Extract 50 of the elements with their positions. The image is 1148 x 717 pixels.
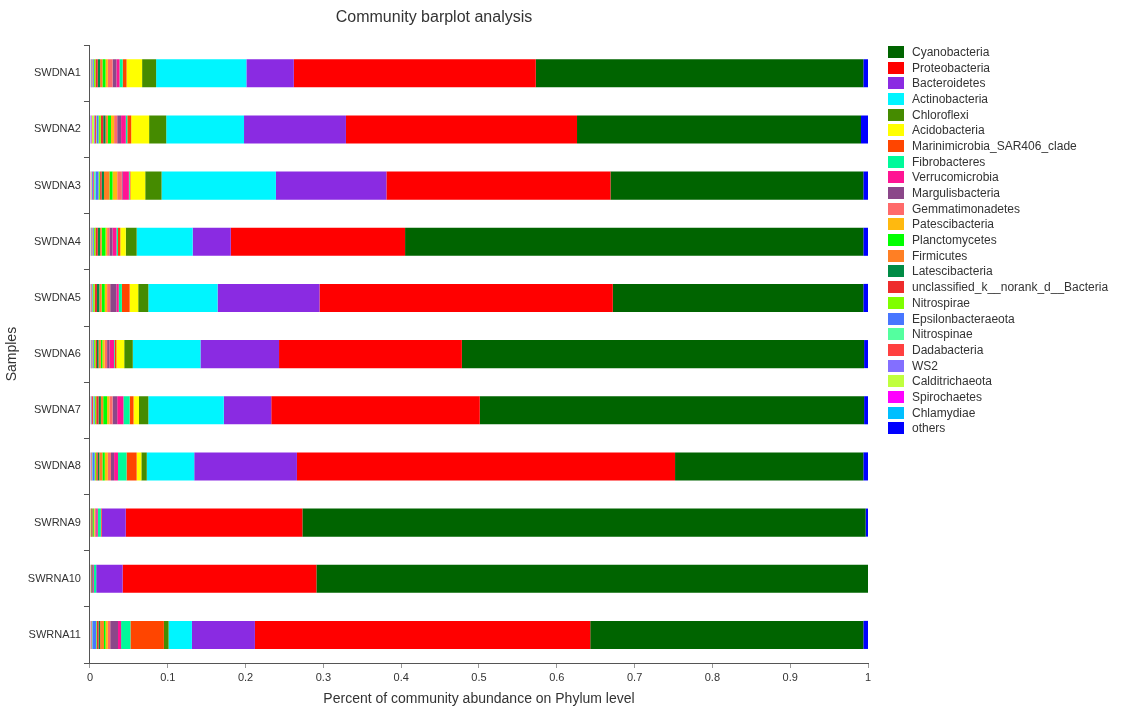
legend-label: Planctomycetes (912, 233, 997, 248)
legend-label: Verrucomicrobia (912, 170, 999, 185)
legend-label: Calditrichaeota (912, 374, 993, 389)
x-tick-label: 1 (864, 670, 872, 683)
legend-label: Epsilonbacteraeota (912, 311, 1015, 326)
y-tick-label: SWDNA5 (33, 290, 81, 303)
x-tick-label: 0.3 (315, 670, 332, 683)
legend-label: others (912, 421, 946, 436)
legend-label: Chloroflexi (912, 107, 969, 122)
legend-label: Margulisbacteria (912, 186, 1001, 201)
legend-label: Actinobacteria (912, 91, 989, 106)
legend-label: Nitrospirae (912, 295, 971, 310)
legend-label: Dadabacteria (912, 342, 984, 357)
x-tick-label: 0.6 (549, 670, 565, 683)
y-tick-label: SWDNA2 (33, 122, 81, 135)
chart-title: Community barplot analysis (335, 8, 533, 26)
legend-label: Cyanobacteria (912, 44, 990, 59)
y-tick-label: SWRNA9 (33, 515, 81, 528)
legend-label: Marinimicrobia_SAR406_clade (912, 138, 1077, 153)
legend-label: Chlamydiae (912, 405, 976, 420)
y-tick-label: SWRNA11 (28, 627, 81, 640)
y-tick-label: SWDNA6 (33, 347, 81, 360)
legend-label: Gemmatimonadetes (912, 201, 1021, 216)
legend-label: Spirochaetes (912, 389, 983, 404)
y-tick-label: SWDNA4 (33, 234, 81, 247)
y-axis-title: Samples (3, 326, 20, 382)
legend-label: Bacteroidetes (912, 76, 986, 91)
x-tick-label: 0.5 (471, 670, 487, 683)
legend-label: Latescibacteria (912, 264, 993, 279)
y-tick-label: SWRNA10 (27, 571, 81, 584)
y-tick-label: SWDNA1 (33, 66, 81, 79)
x-tick-label: 0.4 (393, 670, 409, 683)
x-tick-label: 0.2 (237, 670, 254, 683)
x-tick-label: 0.8 (704, 670, 721, 683)
legend-label: Acidobacteria (912, 123, 985, 138)
legend-label: unclassified_k__norank_d__Bacteria (912, 280, 1109, 295)
y-tick-label: SWDNA7 (33, 403, 81, 416)
x-axis-title: Percent of community abundance on Phylum level (323, 690, 635, 707)
y-tick-label: SWDNA8 (33, 459, 81, 472)
x-tick-label: 0.9 (782, 670, 798, 683)
legend-label: Patescibacteria (912, 217, 995, 232)
x-tick-label: 0 (86, 670, 94, 683)
legend-label: WS2 (912, 358, 939, 373)
legend-label: Proteobacteria (912, 60, 991, 75)
y-tick-label: SWDNA3 (33, 178, 81, 191)
legend-label: Nitrospinae (912, 327, 973, 342)
x-tick-label: 0.7 (626, 670, 643, 683)
x-tick-label: 0.1 (160, 670, 176, 683)
legend-label: Firmicutes (912, 248, 968, 263)
legend-label: Fibrobacteres (912, 154, 986, 169)
